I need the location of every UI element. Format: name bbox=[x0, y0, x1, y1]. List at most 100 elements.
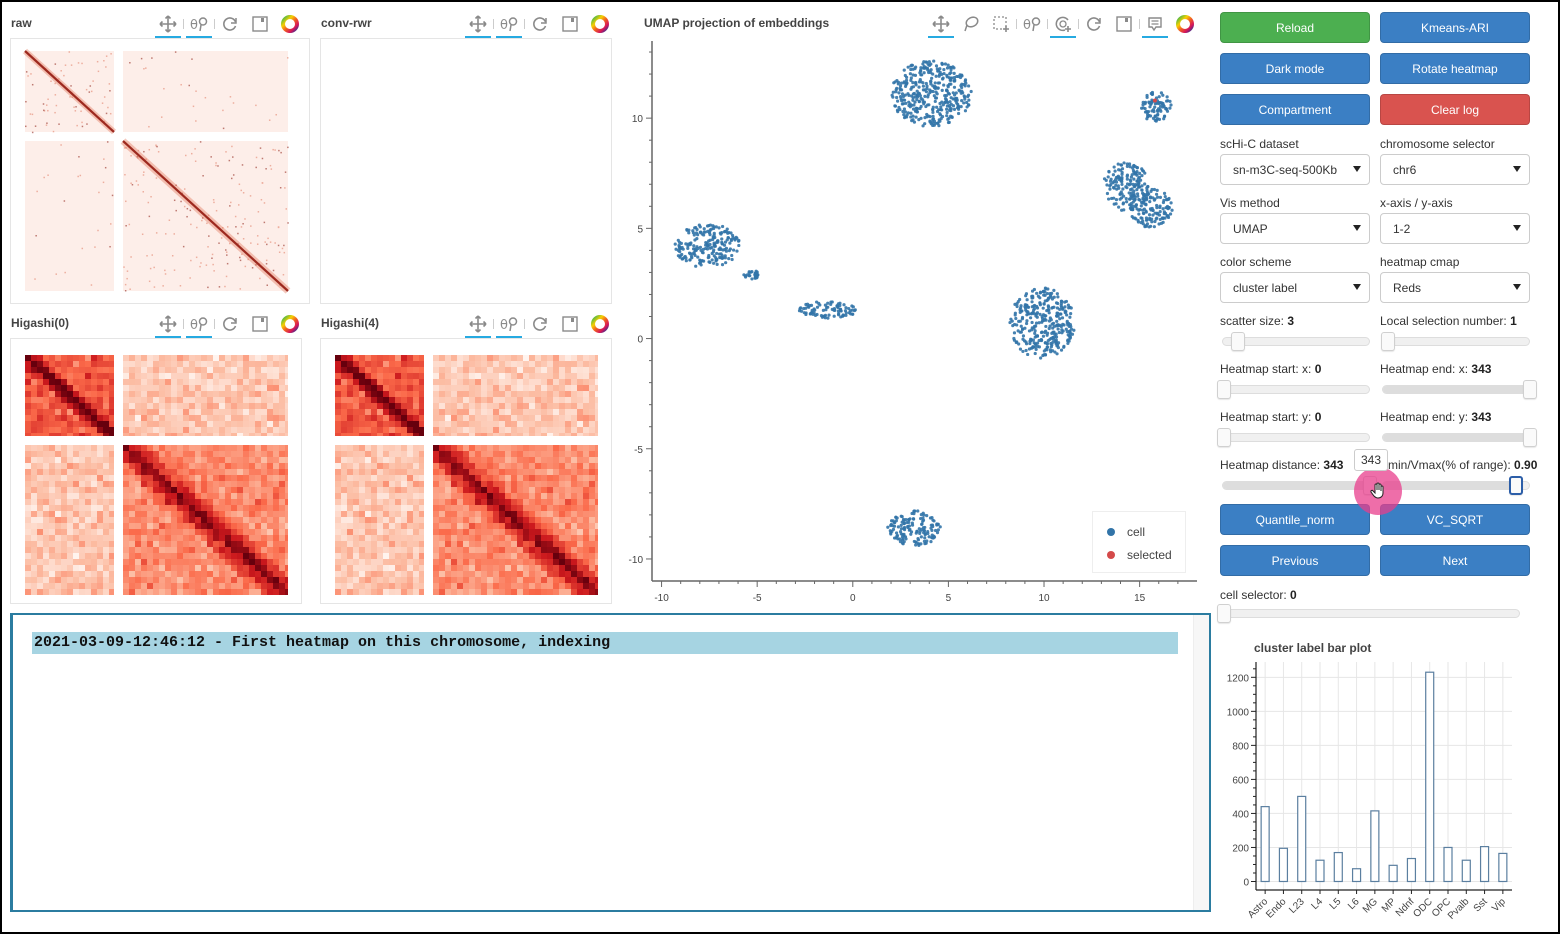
toolbar-separator bbox=[1047, 19, 1048, 29]
reset-icon[interactable] bbox=[215, 311, 245, 337]
toolbar-separator bbox=[214, 319, 215, 329]
higashi4-toolbar: θ bbox=[463, 311, 615, 338]
panel-title: Higashi(0) bbox=[11, 316, 70, 330]
chromosome-label: chromosome selector bbox=[1380, 137, 1495, 151]
vis-method-select[interactable]: UMAP bbox=[1220, 213, 1370, 244]
pan-icon[interactable] bbox=[153, 311, 183, 338]
svg-text:-5: -5 bbox=[634, 445, 643, 456]
reload-button[interactable]: Reload bbox=[1220, 12, 1370, 43]
raw-heatmap-frame[interactable] bbox=[10, 38, 310, 304]
pan-icon[interactable] bbox=[463, 11, 493, 38]
save-icon[interactable] bbox=[1109, 11, 1139, 37]
panel-title: raw bbox=[11, 16, 32, 30]
local-selection-label: Local selection number: 1 bbox=[1380, 314, 1517, 328]
svg-text:θ: θ bbox=[190, 318, 198, 333]
higashi4-heatmap-frame[interactable] bbox=[320, 338, 612, 604]
cell-selector-slider[interactable] bbox=[1217, 604, 1520, 623]
pan-icon[interactable] bbox=[926, 11, 956, 38]
cmap-label: heatmap cmap bbox=[1380, 255, 1460, 269]
log-panel[interactable]: 2021-03-09-12:46:12 - First heatmap on t… bbox=[10, 613, 1211, 912]
wheel-zoom-icon[interactable]: θ bbox=[184, 11, 214, 38]
color-scheme-label: color scheme bbox=[1220, 255, 1292, 269]
clear-log-button[interactable]: Clear log bbox=[1380, 94, 1530, 125]
slider-handle[interactable] bbox=[1231, 332, 1245, 351]
heatmap-distance-slider[interactable] bbox=[1222, 476, 1377, 495]
previous-button[interactable]: Previous bbox=[1220, 545, 1370, 576]
slider-handle[interactable] bbox=[1523, 380, 1537, 399]
higashi4-heatmap[interactable] bbox=[321, 339, 613, 605]
higashi0-heatmap-frame[interactable] bbox=[10, 338, 302, 604]
heatmap-end-y-slider[interactable] bbox=[1382, 428, 1537, 447]
bokeh-logo-icon[interactable] bbox=[1170, 11, 1200, 37]
scatter-size-label: scatter size: 3 bbox=[1220, 314, 1295, 328]
slider-handle[interactable] bbox=[1381, 332, 1395, 351]
heatmap-start-y-label: Heatmap start: y: 0 bbox=[1220, 410, 1322, 424]
dataset-select-value: sn-m3C-seq-500Kb bbox=[1233, 162, 1338, 177]
chevron-down-icon bbox=[1513, 225, 1521, 231]
save-icon[interactable] bbox=[245, 11, 275, 37]
wheel-zoom-icon[interactable]: θ bbox=[184, 311, 214, 338]
color-scheme-select[interactable]: cluster label bbox=[1220, 272, 1370, 303]
bokeh-logo-icon[interactable] bbox=[585, 11, 615, 37]
dark-mode-button[interactable]: Dark mode bbox=[1220, 53, 1370, 84]
box-select-icon[interactable] bbox=[986, 11, 1016, 37]
quantile-norm-button[interactable]: Quantile_norm bbox=[1220, 504, 1370, 535]
slider-handle[interactable] bbox=[1523, 428, 1537, 447]
pan-icon[interactable] bbox=[153, 11, 183, 38]
bokeh-logo-icon[interactable] bbox=[585, 311, 615, 337]
save-icon[interactable] bbox=[555, 11, 585, 37]
reset-icon[interactable] bbox=[1079, 11, 1109, 37]
kmeans-ari-button[interactable]: Kmeans-ARI bbox=[1380, 12, 1530, 43]
umap-legend: cell selected bbox=[1092, 511, 1186, 573]
cmap-select[interactable]: Reds bbox=[1380, 272, 1530, 303]
tap-icon[interactable] bbox=[1048, 11, 1078, 38]
next-button[interactable]: Next bbox=[1380, 545, 1530, 576]
reset-icon[interactable] bbox=[525, 11, 555, 37]
toolbar-separator bbox=[183, 19, 184, 29]
cluster-bar-plot[interactable]: cluster label bar plot 0 200 400 600 800 1000… bbox=[1214, 638, 1524, 934]
axis-label: x-axis / y-axis bbox=[1380, 196, 1453, 210]
wheel-zoom-icon[interactable]: θ bbox=[494, 311, 524, 338]
local-selection-slider[interactable] bbox=[1381, 332, 1530, 351]
rotate-heatmap-button[interactable]: Rotate heatmap bbox=[1380, 53, 1530, 84]
pan-icon[interactable] bbox=[463, 311, 493, 338]
higashi0-heatmap[interactable] bbox=[11, 339, 303, 605]
axis-select[interactable]: 1-2 bbox=[1380, 213, 1530, 244]
bar-plot-title: cluster label bar plot bbox=[1254, 641, 1372, 655]
hover-icon[interactable] bbox=[1140, 11, 1170, 38]
chevron-down-icon bbox=[1513, 284, 1521, 290]
slider-handle[interactable] bbox=[1217, 604, 1231, 623]
reset-icon[interactable] bbox=[215, 11, 245, 37]
save-icon[interactable] bbox=[245, 311, 275, 337]
axis-select-value: 1-2 bbox=[1393, 221, 1411, 236]
vminmax-label: Vmin/Vmax(% of range): 0.90 bbox=[1380, 458, 1538, 472]
wheel-zoom-icon[interactable]: θ bbox=[494, 11, 524, 38]
heatmap-end-x-slider[interactable] bbox=[1382, 380, 1537, 399]
bokeh-logo-icon[interactable] bbox=[275, 11, 305, 37]
chromosome-select[interactable]: chr6 bbox=[1380, 154, 1530, 185]
scatter-size-slider[interactable] bbox=[1222, 332, 1370, 351]
reset-icon[interactable] bbox=[525, 311, 555, 337]
vc-sqrt-button[interactable]: VC_SQRT bbox=[1380, 504, 1530, 535]
lasso-select-icon[interactable] bbox=[956, 11, 986, 37]
slider-handle[interactable] bbox=[1217, 380, 1231, 399]
bokeh-logo-icon[interactable] bbox=[275, 311, 305, 337]
heatmap-start-x-slider[interactable] bbox=[1217, 380, 1370, 399]
dataset-select[interactable]: sn-m3C-seq-500Kb bbox=[1220, 154, 1370, 185]
compartment-button[interactable]: Compartment bbox=[1220, 94, 1370, 125]
heatmap-start-y-slider[interactable] bbox=[1217, 428, 1370, 447]
save-icon[interactable] bbox=[555, 311, 585, 337]
svg-text:-10: -10 bbox=[654, 593, 669, 604]
heatmap-end-x-label: Heatmap end: x: 343 bbox=[1380, 362, 1492, 376]
vminmax-slider[interactable] bbox=[1382, 476, 1530, 495]
slider-handle[interactable] bbox=[1509, 476, 1523, 495]
umap-scatter-plot[interactable]: -10 -5 0 5 10 15 10 5 0 -5 -10 bbox=[602, 38, 1212, 613]
conv-rwr-heatmap-frame[interactable] bbox=[320, 38, 612, 304]
log-scrollbar[interactable] bbox=[1193, 615, 1209, 910]
wheel-zoom-icon[interactable]: θ bbox=[1017, 11, 1047, 37]
raw-heatmap[interactable] bbox=[11, 39, 311, 305]
slider-handle[interactable] bbox=[1217, 428, 1231, 447]
svg-text:10: 10 bbox=[632, 114, 644, 125]
heatmap-end-y-label: Heatmap end: y: 343 bbox=[1380, 410, 1492, 424]
